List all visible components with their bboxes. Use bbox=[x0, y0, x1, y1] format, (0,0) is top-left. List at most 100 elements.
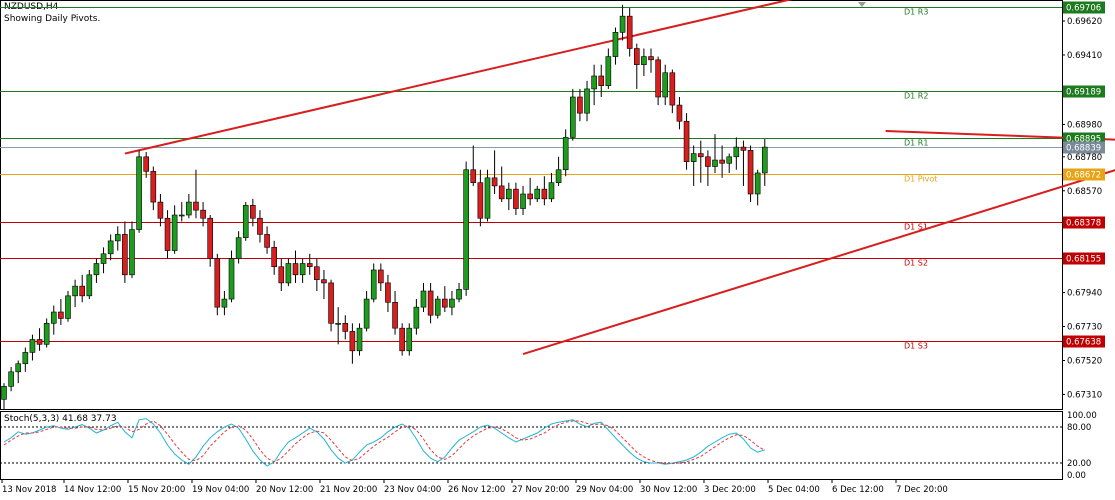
time-tick-label: 20 Nov 12:00 bbox=[256, 485, 313, 495]
time-tick-label: 26 Nov 12:00 bbox=[448, 485, 505, 495]
candle-body bbox=[534, 188, 541, 200]
candle-body bbox=[633, 48, 640, 65]
candle-body bbox=[434, 298, 441, 316]
time-tick-label: 7 Dec 20:00 bbox=[896, 485, 948, 495]
candle-body bbox=[626, 15, 633, 49]
trendline-upper-channel bbox=[124, 0, 793, 155]
stochastic-level-label: 100.00 bbox=[1067, 411, 1097, 421]
candle-body bbox=[79, 285, 86, 297]
pivot-label: D1 S1 bbox=[904, 223, 928, 232]
price-tick-label: 0.69410 bbox=[1067, 51, 1102, 61]
price-tick-label: 0.67730 bbox=[1067, 323, 1102, 333]
candle-body bbox=[22, 352, 29, 365]
time-tick-label: 6 Dec 12:00 bbox=[832, 485, 884, 495]
candle-body bbox=[584, 88, 590, 114]
candle-body bbox=[406, 327, 413, 352]
candle-body bbox=[193, 201, 199, 211]
time-tick-label: 29 Nov 04:00 bbox=[576, 485, 633, 495]
candle-body bbox=[214, 258, 221, 308]
price-tag-bg bbox=[1063, 252, 1105, 265]
candle-body bbox=[385, 282, 391, 303]
candle-body bbox=[321, 279, 327, 284]
candle-body bbox=[186, 201, 192, 216]
candle-body bbox=[143, 156, 149, 172]
candle-body bbox=[598, 75, 605, 86]
candle-body bbox=[719, 159, 725, 164]
price-tag-bg bbox=[1063, 216, 1105, 229]
candle-body bbox=[271, 247, 277, 268]
price-tick-label: 0.68570 bbox=[1067, 187, 1102, 197]
pivot-label: D1 Pivot bbox=[904, 175, 937, 184]
price-tag-bg bbox=[1063, 335, 1105, 348]
candle-body bbox=[392, 302, 398, 329]
price-panel-frame bbox=[0, 0, 1063, 410]
candle-body bbox=[200, 209, 206, 219]
candle-body bbox=[733, 146, 740, 158]
price-tick-label: 0.68980 bbox=[1067, 120, 1102, 130]
candle-body bbox=[669, 72, 676, 106]
candle-body bbox=[754, 172, 761, 195]
price-tag-bg bbox=[1063, 168, 1105, 181]
time-tick-label: 14 Nov 12:00 bbox=[64, 485, 121, 495]
candle-body bbox=[100, 253, 107, 264]
time-tick-label: 23 Nov 04:00 bbox=[384, 485, 441, 495]
candle-body bbox=[662, 72, 669, 98]
candle-body bbox=[1, 386, 7, 400]
candle-body bbox=[697, 153, 704, 158]
candle-body bbox=[705, 156, 711, 167]
candle-body bbox=[328, 282, 334, 324]
candle-body bbox=[43, 323, 50, 345]
candle-body bbox=[36, 339, 43, 345]
candle-body bbox=[726, 156, 733, 164]
candle-body bbox=[86, 274, 93, 297]
candle-body bbox=[15, 363, 22, 373]
candle-body bbox=[619, 15, 626, 33]
candle-body bbox=[107, 240, 114, 255]
candle-body bbox=[242, 205, 249, 238]
time-tick-label: 3 Dec 20:00 bbox=[704, 485, 756, 495]
candle-body bbox=[207, 217, 213, 259]
price-tag: 0.69189 bbox=[1066, 88, 1101, 98]
candle-body bbox=[72, 285, 78, 297]
price-tag: 0.68672 bbox=[1066, 171, 1101, 181]
candle-body bbox=[221, 298, 228, 308]
price-tick-label: 0.67310 bbox=[1067, 390, 1102, 400]
candle-body bbox=[29, 339, 36, 353]
candle-body bbox=[257, 217, 263, 235]
price-tag: 0.69706 bbox=[1066, 4, 1101, 14]
candle-body bbox=[349, 331, 356, 352]
pivot-label: D1 R3 bbox=[904, 8, 928, 17]
current-price-tag-bg bbox=[1063, 141, 1105, 154]
candle-body bbox=[655, 59, 661, 98]
candle-body bbox=[612, 32, 619, 57]
price-tick-label: 0.67520 bbox=[1067, 357, 1102, 367]
shift-marker-icon bbox=[858, 2, 866, 7]
price-tick-label: 0.68780 bbox=[1067, 153, 1102, 163]
stochastic-signal-line bbox=[3, 420, 766, 465]
time-tick-label: 13 Nov 2018 bbox=[2, 485, 56, 495]
stochastic-panel-frame bbox=[0, 411, 1063, 480]
pivot-label: D1 R2 bbox=[904, 92, 928, 101]
candle-body bbox=[420, 290, 427, 308]
stochastic-main-line bbox=[3, 418, 765, 467]
candle-body bbox=[463, 169, 469, 290]
candle-body bbox=[491, 177, 498, 187]
candle-body bbox=[342, 323, 349, 332]
candle-body bbox=[292, 263, 299, 276]
candle-body bbox=[712, 159, 718, 167]
current-price-tag: 0.68839 bbox=[1066, 144, 1101, 154]
candle-body bbox=[449, 298, 455, 308]
candle-body bbox=[456, 289, 462, 300]
time-tick-label: 5 Dec 04:00 bbox=[768, 485, 820, 495]
time-tick-label: 30 Nov 12:00 bbox=[640, 485, 697, 495]
candle-body bbox=[442, 298, 448, 308]
candle-body bbox=[484, 177, 491, 219]
candle-body bbox=[427, 290, 434, 316]
candle-body bbox=[114, 234, 121, 242]
candle-body bbox=[285, 263, 292, 284]
time-tick-label: 19 Nov 04:00 bbox=[192, 485, 249, 495]
price-tag: 0.68895 bbox=[1066, 135, 1101, 145]
candle-body bbox=[527, 193, 533, 200]
pivot-label: D1 S2 bbox=[904, 259, 928, 268]
